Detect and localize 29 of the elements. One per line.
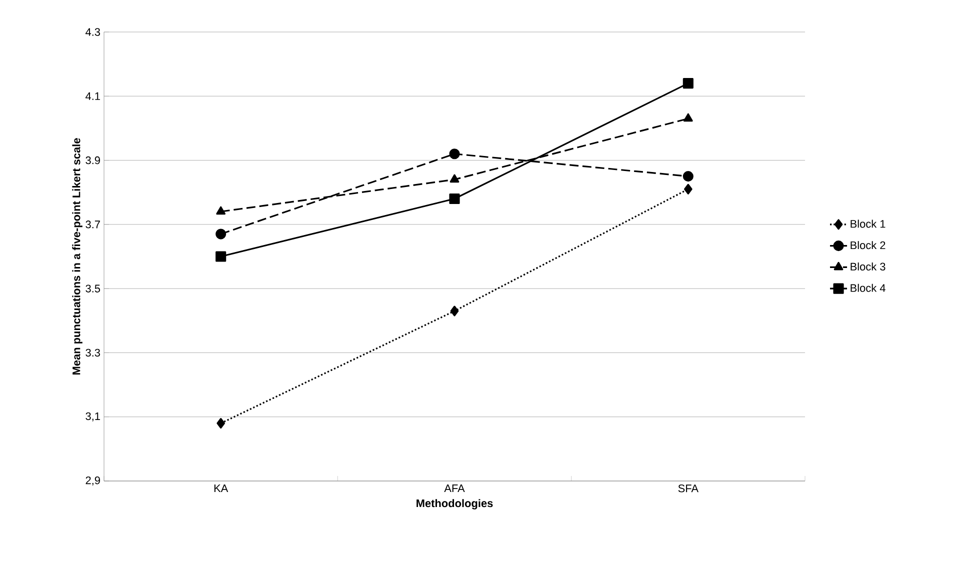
- x-tick-label: AFA: [444, 484, 465, 492]
- legend-label: Block 3: [850, 262, 886, 271]
- point: [216, 228, 226, 240]
- y-tick-label: 4.3: [85, 28, 100, 36]
- legend-label: Block 1: [850, 220, 886, 228]
- point: [450, 174, 460, 183]
- point: [449, 148, 460, 160]
- point: [216, 251, 226, 262]
- y-axis-title: Mean punctuations in a five-point Likert scale: [72, 138, 82, 375]
- point: [682, 78, 694, 89]
- y-tick-label: 3.3: [86, 348, 100, 357]
- y-tick-label: 2,9: [86, 476, 100, 486]
- point: [683, 113, 693, 122]
- x-tick-label: SFA: [678, 484, 699, 492]
- y-tick-label: 3.9: [86, 156, 100, 164]
- y-tick-label: 3.5: [86, 284, 100, 292]
- x-axis-title: Methodologies: [416, 499, 493, 510]
- point: [450, 306, 459, 316]
- y-tick-label: 3,1: [86, 412, 100, 422]
- y-tick-label: 4.1: [85, 92, 100, 100]
- point: [216, 206, 226, 215]
- y-tick-label: 3.7: [86, 220, 100, 228]
- legend-label: Block 2: [850, 241, 886, 250]
- legend-label: Block 4: [850, 284, 886, 292]
- point: [684, 184, 692, 194]
- point: [449, 193, 460, 204]
- point: [216, 418, 225, 429]
- point: [682, 171, 694, 182]
- x-tick-label: KA: [214, 484, 228, 492]
